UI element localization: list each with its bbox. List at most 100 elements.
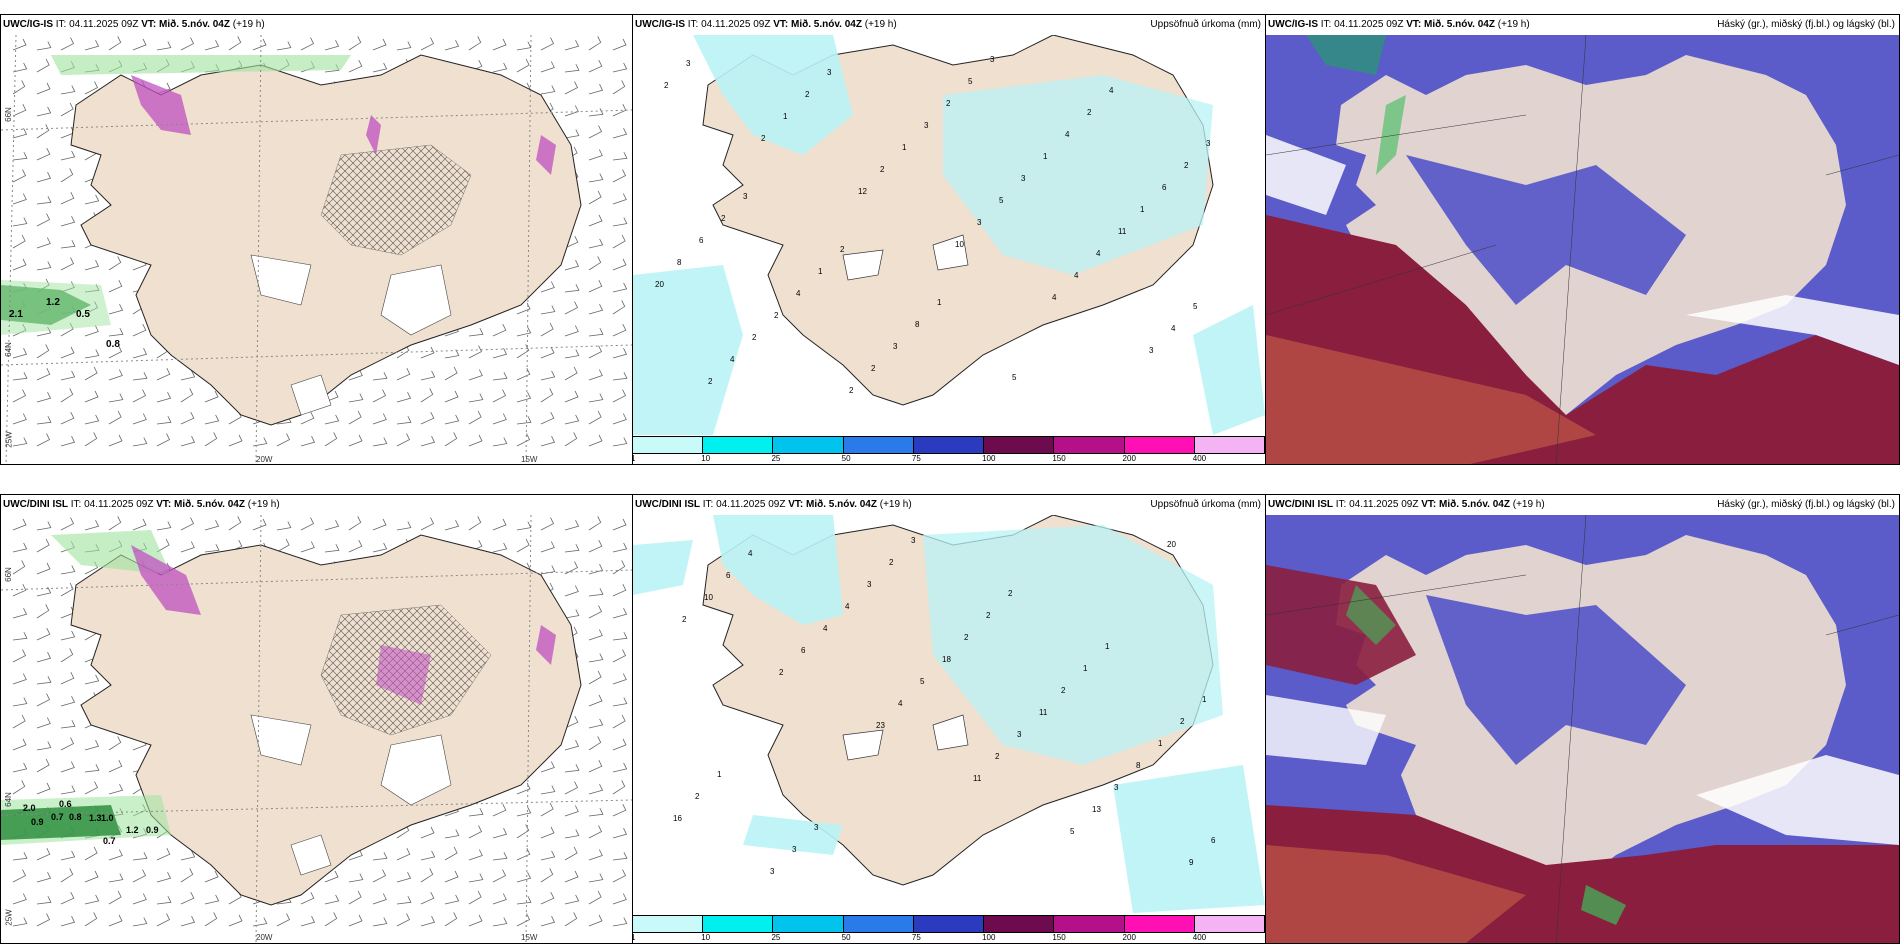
- wind-barb: [588, 149, 603, 161]
- wind-barb: [588, 214, 603, 227]
- wind-barb: [540, 826, 555, 839]
- wind-barb: [372, 542, 388, 553]
- wind-barb: [588, 36, 602, 51]
- wind-barb: [540, 761, 555, 773]
- wind-barb: [588, 60, 603, 73]
- wind-barb: [60, 102, 74, 117]
- lon-label-15w: 15W: [521, 933, 538, 942]
- wind-barb: [60, 630, 76, 641]
- wind-barb: [420, 412, 435, 425]
- wind-barb: [516, 302, 531, 315]
- legend-swatch: [1194, 437, 1265, 453]
- lon-label-25w: 25W: [4, 909, 14, 926]
- precip-value: 2: [774, 311, 779, 320]
- wind-value: 0.7: [103, 836, 116, 846]
- wind-barb: [36, 433, 51, 447]
- wind-barb: [36, 872, 52, 883]
- wind-barb: [372, 518, 387, 531]
- wind-value: 0.7: [51, 812, 64, 822]
- wind-barb: [612, 348, 628, 359]
- wind-barb: [540, 85, 556, 95]
- precip-value: 2: [761, 134, 766, 143]
- wind-barb: [60, 916, 76, 927]
- wind-barb: [468, 410, 482, 425]
- wind-barb: [180, 541, 195, 553]
- precip-value: 8: [677, 258, 682, 267]
- lon-label-15w: 15W: [521, 455, 538, 464]
- wind-barb: [12, 560, 26, 575]
- wind-barb: [180, 412, 195, 425]
- wind-value: 0.8: [106, 339, 120, 350]
- wind-barb: [564, 40, 580, 51]
- precip-value: 4: [845, 602, 850, 611]
- wind-barb: [12, 608, 28, 619]
- precip-value: 3: [924, 121, 929, 130]
- wind-barb: [564, 414, 580, 425]
- cloud-map-panel-1: UWC/IG-IS IT: 04.11.2025 09Z VT: Mið. 5.…: [1265, 14, 1900, 465]
- wind-barb: [540, 346, 555, 359]
- wind-barb: [420, 388, 434, 403]
- legend-tick: 75: [911, 933, 921, 942]
- wind-barb: [348, 914, 363, 927]
- wind-barb: [180, 388, 194, 403]
- legend-tick: 10: [701, 454, 711, 463]
- wind-barb: [60, 696, 76, 707]
- wind-barb: [564, 284, 580, 293]
- legend-swatch: [1054, 437, 1125, 453]
- wind-barb: [612, 869, 627, 883]
- precip-value: 20: [1167, 540, 1176, 549]
- wind-barb: [324, 520, 340, 531]
- wind-barb: [60, 868, 74, 883]
- legend-tick: 25: [771, 933, 781, 942]
- wind-barb: [396, 416, 412, 425]
- wind-barb: [204, 912, 218, 927]
- legend-swatch: [1124, 916, 1195, 932]
- wind-barb: [300, 517, 315, 531]
- precip-value: 4: [748, 549, 753, 558]
- precip-value: 2: [1087, 108, 1092, 117]
- wind-barb: [564, 561, 579, 575]
- wind-barb: [36, 604, 50, 619]
- wind-barb: [60, 346, 75, 359]
- precip-value: 20: [655, 280, 664, 289]
- wind-barb: [420, 517, 435, 531]
- precip-value: 3: [743, 192, 748, 201]
- precip-value: 2: [721, 214, 726, 223]
- legend-swatch: [773, 916, 844, 932]
- wind-barb: [612, 104, 627, 117]
- wind-barb: [156, 433, 171, 447]
- wind-barb: [276, 538, 290, 553]
- wind-barb: [132, 38, 147, 51]
- wind-barb: [12, 413, 27, 425]
- wind-barb: [492, 917, 508, 927]
- wind-barb: [492, 804, 507, 817]
- wind-barb: [468, 393, 484, 403]
- wind-barb: [348, 873, 364, 883]
- wind-barb: [540, 61, 555, 73]
- wind-map: 2.0 0.6 0.7 0.8 1.3 1.0 0.9 0.7 1.2 0.9: [1, 515, 632, 943]
- wind-barb: [516, 344, 530, 359]
- wind-barb: [588, 849, 603, 861]
- wind-barb: [60, 216, 76, 227]
- wind-barb: [612, 389, 627, 403]
- wind-barb: [612, 584, 627, 597]
- wind-barb: [444, 520, 460, 531]
- wind-barb: [132, 893, 147, 905]
- wind-barb: [300, 541, 315, 553]
- wind-barb: [492, 542, 508, 553]
- wind-barb: [588, 670, 602, 685]
- wind-barb: [612, 560, 626, 575]
- wind-barb: [612, 608, 628, 619]
- wind-barb: [84, 912, 98, 927]
- legend-swatch: [984, 437, 1055, 453]
- wind-barb: [468, 890, 482, 905]
- wind-barb: [492, 62, 508, 73]
- legend-tick: 150: [1052, 454, 1066, 463]
- wind-barb: [12, 584, 27, 597]
- wind-barb: [84, 81, 99, 95]
- wind-barb: [564, 781, 579, 795]
- wind-barb: [60, 240, 76, 249]
- panel-title: UWC/IG-IS IT: 04.11.2025 09Z VT: Mið. 5.…: [3, 19, 265, 30]
- wind-barb: [468, 825, 483, 839]
- wind-barb: [564, 366, 578, 381]
